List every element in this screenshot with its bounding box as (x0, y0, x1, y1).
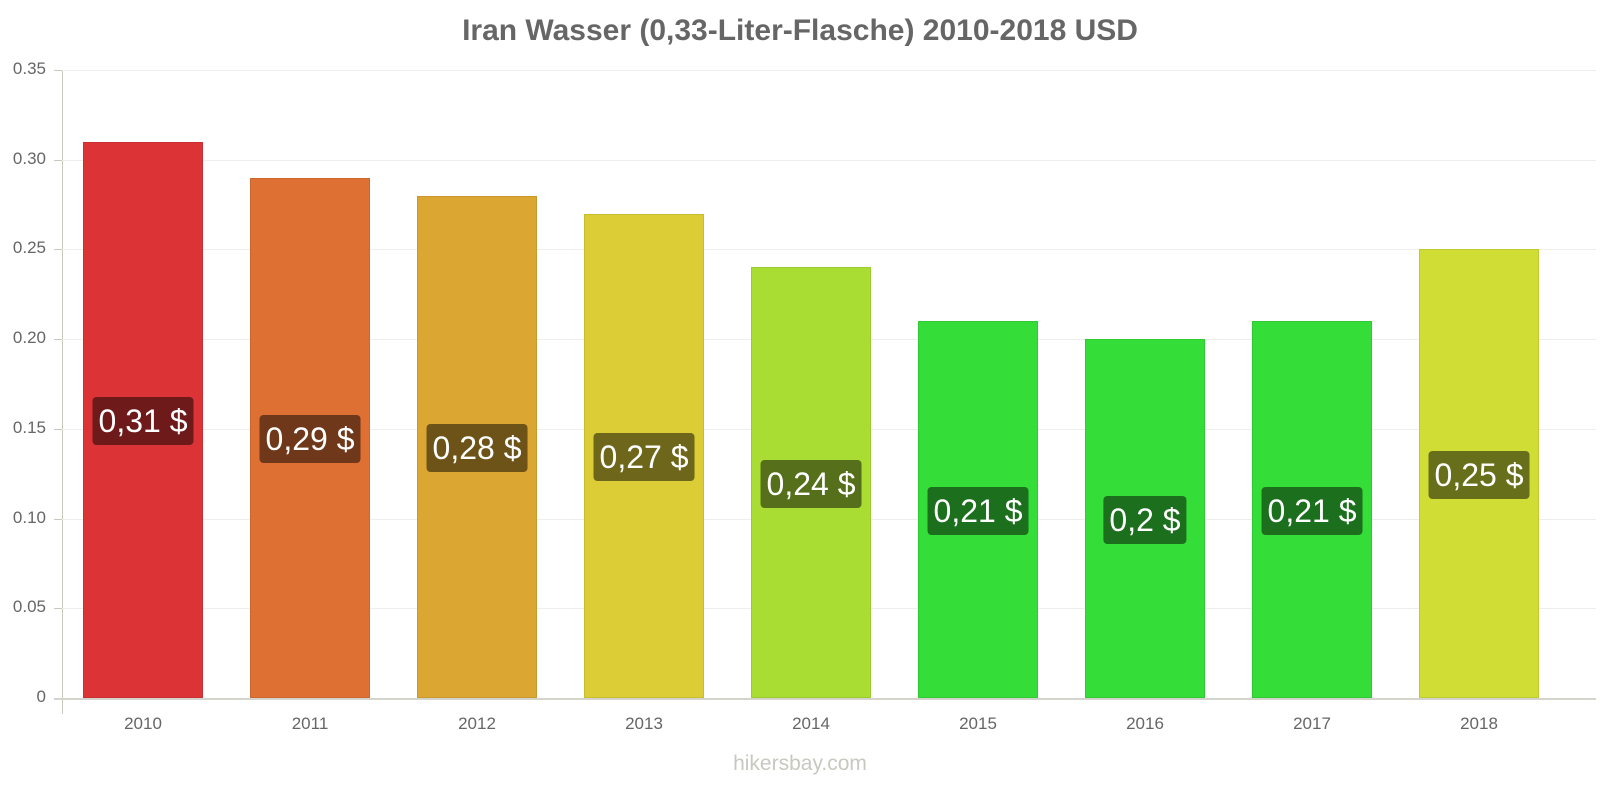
x-tick-label: 2013 (625, 714, 663, 733)
bar-2015[interactable]: 0,21 $ (918, 321, 1038, 698)
x-axis-line (54, 698, 1596, 700)
y-tick-label: 0.20 (12, 328, 46, 348)
y-tick (54, 159, 62, 161)
y-tick (54, 428, 62, 430)
bar-2010[interactable]: 0,31 $ (83, 141, 203, 698)
value-label: 0,24 $ (760, 459, 862, 508)
gridline (62, 249, 1596, 251)
gridline (62, 159, 1596, 161)
bar-2017[interactable]: 0,21 $ (1252, 321, 1372, 698)
bar-2014[interactable]: 0,24 $ (751, 267, 871, 698)
watermark: hikersbay.com (733, 752, 867, 775)
bar-2016[interactable]: 0,2 $ (1085, 339, 1205, 698)
x-tick-label: 2018 (1460, 714, 1498, 733)
bar-2011[interactable]: 0,29 $ (250, 177, 370, 698)
value-label: 0,31 $ (92, 396, 194, 445)
x-tick-label: 2011 (291, 714, 329, 733)
y-tick (54, 339, 62, 341)
bar-2013[interactable]: 0,27 $ (584, 213, 704, 698)
value-label: 0,28 $ (426, 423, 528, 472)
value-label: 0,27 $ (593, 432, 695, 481)
value-label: 0,2 $ (1103, 495, 1187, 544)
x-tick-label: 2015 (959, 714, 997, 733)
y-tick (54, 608, 62, 610)
y-tick-label: 0.25 (12, 238, 46, 258)
x-tick-label: 2014 (792, 714, 830, 733)
y-tick-label: 0.05 (12, 597, 46, 617)
plot-area: 0,31 $ 0,29 $ 0,28 $ 0,27 $ 0,24 $ 0,21 $ 0,2 … (62, 70, 1596, 698)
y-tick-label: 0 (36, 687, 46, 706)
y-tick (54, 249, 62, 251)
chart-title: Iran Wasser (0,33-Liter-Flasche) 2010-20… (462, 14, 1138, 47)
x-tick-label: 2012 (458, 714, 496, 733)
y-tick-label: 0.30 (12, 148, 46, 168)
y-tick (54, 70, 62, 71)
y-tick-label: 0.15 (12, 417, 46, 437)
value-label: 0,21 $ (927, 486, 1029, 535)
bar-2018[interactable]: 0,25 $ (1419, 249, 1539, 698)
y-tick (54, 518, 62, 520)
value-label: 0,29 $ (259, 414, 361, 463)
bar-2012[interactable]: 0,28 $ (417, 195, 537, 698)
y-tick-label: 0.10 (12, 507, 46, 527)
x-tick-label: 2016 (1126, 714, 1164, 733)
gridline (62, 70, 1596, 71)
y-axis-line (62, 70, 63, 714)
x-tick-label: 2010 (124, 714, 162, 733)
value-label: 0,21 $ (1261, 486, 1363, 535)
y-tick-label: 0.35 (12, 59, 46, 78)
value-label: 0,25 $ (1428, 450, 1530, 499)
x-tick-label: 2017 (1293, 714, 1331, 733)
